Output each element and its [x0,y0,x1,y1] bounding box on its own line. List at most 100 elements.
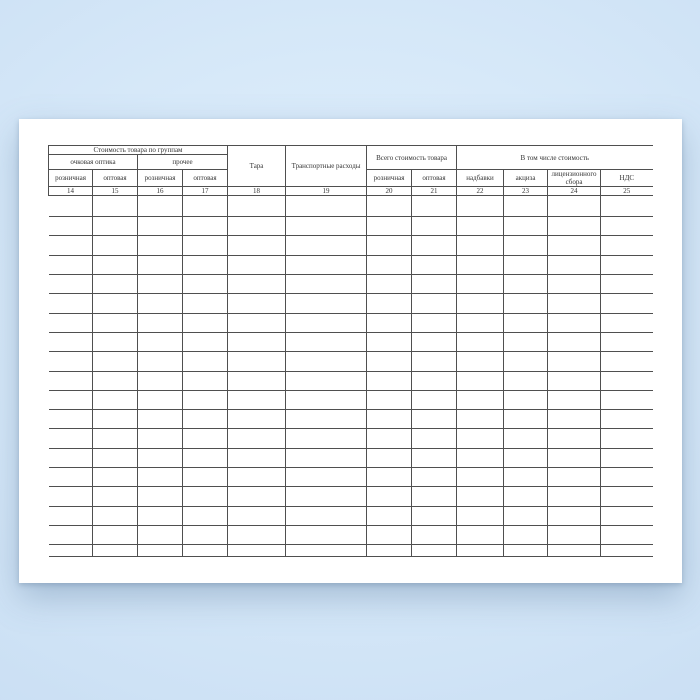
column-number-15: 15 [92,186,138,197]
table-cell [92,371,138,391]
table-cell [456,448,505,469]
table-cell [547,371,602,391]
table-cell [366,409,413,430]
table-cell [137,293,183,314]
table-cell [366,486,413,507]
column-number-23: 23 [503,186,549,197]
header-tara: Тара [227,144,287,188]
table-cell [547,409,602,430]
column-number-19: 19 [285,186,368,197]
table-cell [285,448,368,469]
column-number-24: 24 [547,186,602,197]
table-cell [411,351,458,372]
table-cell [48,390,93,411]
table-cell [92,506,138,526]
table-cell [456,428,505,449]
subheader-optics-wholesale: оптовая [92,169,138,188]
table-row [48,448,653,469]
table-cell [182,332,229,353]
table-cell [547,525,602,546]
table-cell [182,409,229,430]
table-cell [503,255,549,276]
table-cell [503,390,549,411]
table-cell [456,409,505,430]
table-cell [411,235,458,256]
table-cell [366,293,413,314]
table-cell [411,332,458,353]
table-cell [600,371,653,391]
table-cell [92,235,138,256]
table-row [48,544,653,558]
table-cell [547,544,602,558]
table-cell [503,313,549,333]
table-cell [92,544,138,558]
table-cell [48,351,93,372]
table-cell [411,525,458,546]
table-cell [182,195,229,218]
table-cell [137,409,183,430]
table-cell [600,274,653,295]
column-number-20: 20 [366,186,413,197]
table-cell [285,525,368,546]
table-cell [92,332,138,353]
table-cell [227,544,287,558]
table-cell [285,506,368,526]
table-cell [182,216,229,237]
column-number-18: 18 [227,186,287,197]
table-cell [600,428,653,449]
table-cell [366,371,413,391]
table-cell [182,235,229,256]
table-cell [48,255,93,276]
table-cell [285,235,368,256]
table-cell [503,448,549,469]
table-cell [503,428,549,449]
table-cell [366,195,413,218]
table-cell [547,506,602,526]
table-cell [48,428,93,449]
table-cell [547,274,602,295]
table-cell [92,313,138,333]
subheader-other-wholesale: оптовая [182,169,229,188]
table-cell [456,255,505,276]
subheader-license-fee: лицензионного сбора [547,169,602,188]
table-cell [227,274,287,295]
table-cell [48,371,93,391]
form-page: Стоимость товара по группам Тара Транспо… [19,119,682,583]
table-row [48,390,653,411]
table-cell [48,409,93,430]
table-cell [503,544,549,558]
table-cell [182,255,229,276]
table-cell [48,313,93,333]
table-row [48,313,653,333]
table-cell [285,313,368,333]
table-cell [366,467,413,488]
table-row [48,409,653,430]
column-number-17: 17 [182,186,229,197]
table-cell [285,428,368,449]
table-cell [411,255,458,276]
table-cell [456,332,505,353]
table-cell [366,313,413,333]
table-cell [92,195,138,218]
table-cell [600,525,653,546]
table-row [48,293,653,314]
table-cell [227,390,287,411]
table-cell [48,235,93,256]
table-cell [285,332,368,353]
table-cell [285,371,368,391]
table-cell [547,255,602,276]
table-cell [366,274,413,295]
table-cell [285,351,368,372]
table-cell [366,390,413,411]
table-row [48,274,653,295]
table-cell [48,274,93,295]
header-eyeglass-optics: очковая оптика [48,154,138,171]
table-cell [411,313,458,333]
table-cell [227,525,287,546]
table-cell [456,216,505,237]
table-cell [227,351,287,372]
table-cell [366,428,413,449]
table-cell [411,371,458,391]
table-cell [547,293,602,314]
table-cell [366,544,413,558]
